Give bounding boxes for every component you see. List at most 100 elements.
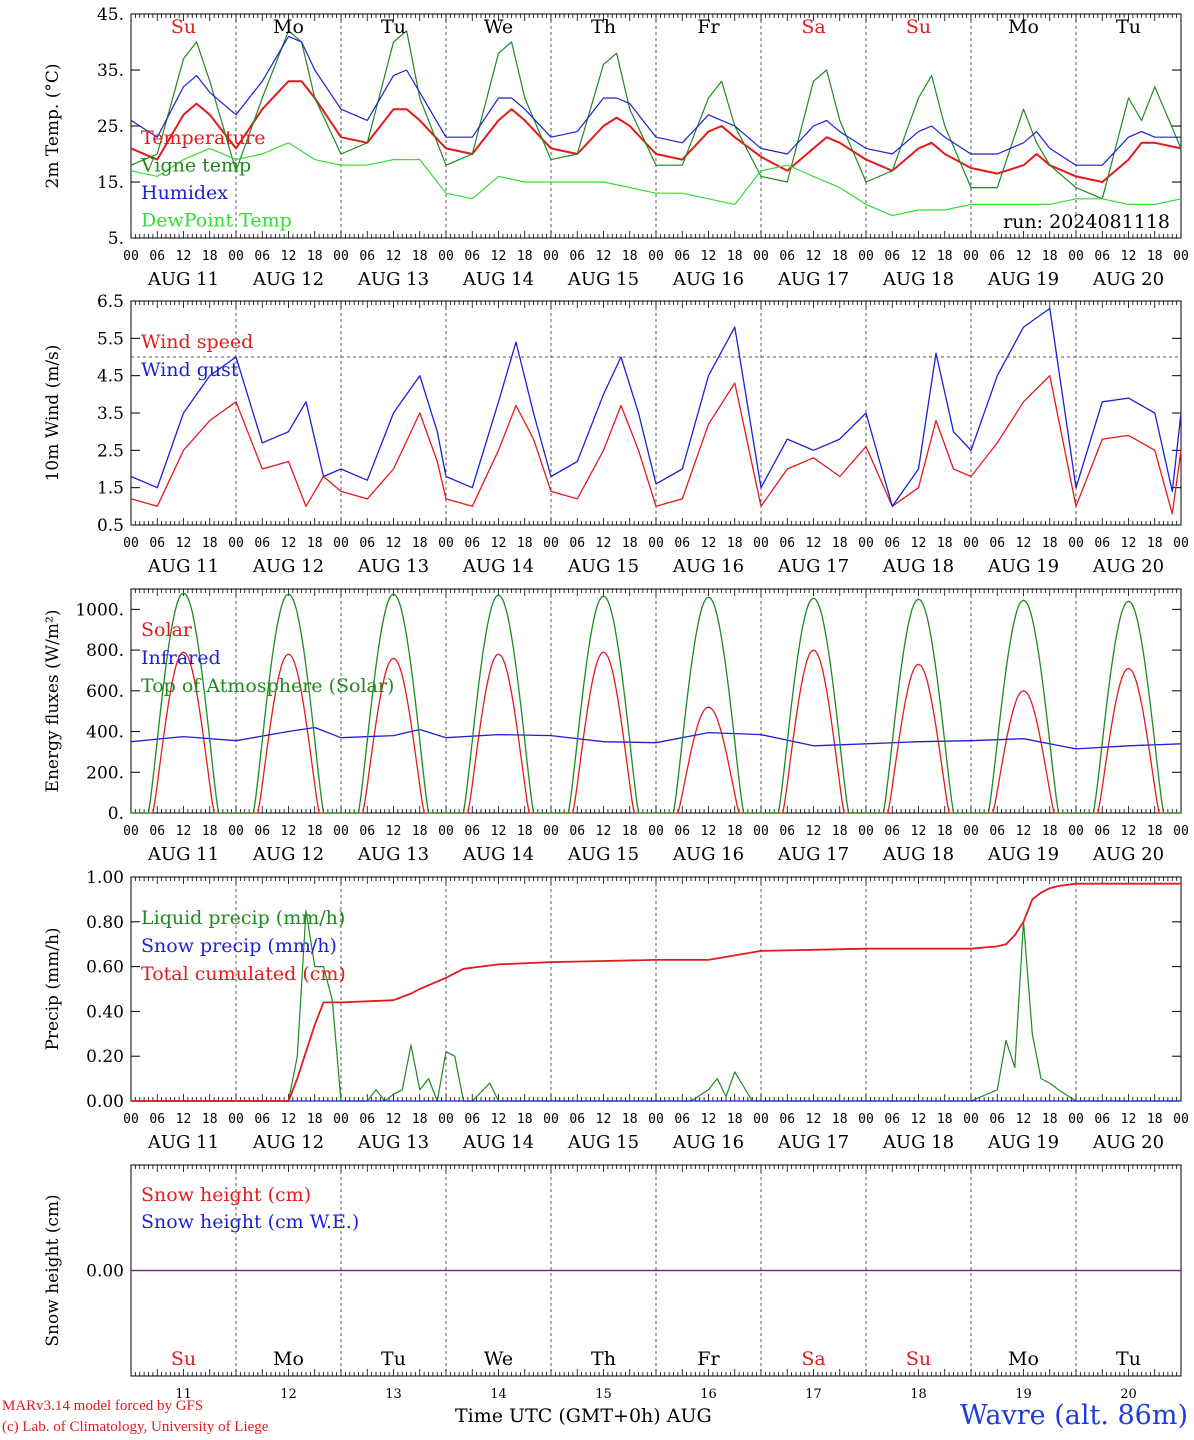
x-hour-label: 12 (1121, 1112, 1137, 1127)
series-line (131, 592, 1181, 814)
y-tick-label: 0.60 (86, 958, 124, 978)
x-date-label: AUG 15 (567, 844, 639, 865)
y-tick-label: 1.5 (97, 479, 124, 499)
day-name-top: Su (906, 16, 931, 38)
x-date-label: AUG 12 (252, 269, 324, 290)
x-hour-label: 18 (1147, 536, 1163, 551)
x-hour-label: 00 (1068, 536, 1084, 551)
x-date-label: AUG 19 (987, 1132, 1059, 1153)
x-date-label: AUG 17 (777, 556, 849, 577)
x-hour-label: 12 (176, 824, 192, 839)
x-hour-label: 12 (596, 249, 612, 264)
series-line (130, 726, 1182, 750)
x-hour-label: 00 (1173, 1112, 1189, 1127)
x-hour-label: 12 (1121, 536, 1137, 551)
x-hour-label: 00 (543, 1112, 559, 1127)
x-hour-label: 12 (806, 536, 822, 551)
x-hour-label: 12 (806, 824, 822, 839)
x-hour-label: 18 (202, 1112, 218, 1127)
x-hour-label: 12 (701, 249, 717, 264)
series-line (130, 142, 1182, 217)
x-hour-label: 18 (307, 536, 323, 551)
day-number: 18 (910, 1387, 927, 1402)
y-tick-label: 5.5 (97, 329, 124, 349)
legend-entry: Infrared (141, 647, 221, 669)
x-date-label: AUG 14 (462, 1132, 534, 1153)
y-axis-title: Energy fluxes (W/m²) (43, 610, 63, 793)
day-number: 20 (1120, 1387, 1137, 1402)
x-hour-label: 18 (727, 1112, 743, 1127)
series-line (131, 882, 1181, 1102)
x-date-label: AUG 14 (462, 556, 534, 577)
x-date-label: AUG 16 (672, 844, 744, 865)
x-hour-label: 12 (281, 824, 297, 839)
x-hour-label: 18 (517, 249, 533, 264)
day-name-bottom: Mo (273, 1348, 304, 1370)
x-hour-label: 12 (386, 536, 402, 551)
y-tick-label: 0. (108, 804, 124, 824)
x-hour-label: 00 (1173, 536, 1189, 551)
x-hour-label: 00 (963, 249, 979, 264)
legend-entry: Solar (141, 619, 193, 641)
y-tick-label: 0.80 (86, 913, 124, 933)
y-tick-label: 1.00 (86, 868, 124, 888)
day-number: 17 (805, 1387, 822, 1402)
x-hour-label: 18 (202, 249, 218, 264)
x-hour-label: 06 (989, 249, 1005, 264)
x-hour-label: 06 (1094, 824, 1110, 839)
x-hour-label: 00 (963, 824, 979, 839)
station-name: Wavre (alt. 86m) (960, 1400, 1188, 1431)
x-hour-label: 06 (884, 249, 900, 264)
x-hour-label: 00 (1068, 1112, 1084, 1127)
x-hour-label: 12 (701, 824, 717, 839)
x-hour-label: 18 (1147, 824, 1163, 839)
day-name-bottom: Tu (1116, 1348, 1141, 1370)
x-hour-label: 06 (779, 824, 795, 839)
x-date-label: AUG 16 (672, 269, 744, 290)
legend-entry: Wind speed (141, 331, 253, 353)
x-date-label: AUG 13 (357, 556, 429, 577)
x-date-label: AUG 18 (882, 844, 954, 865)
y-tick-label: 200. (86, 763, 124, 783)
x-hour-label: 00 (438, 536, 454, 551)
x-hour-label: 00 (1068, 249, 1084, 264)
x-hour-label: 12 (281, 249, 297, 264)
x-hour-label: 00 (228, 249, 244, 264)
x-hour-label: 12 (701, 536, 717, 551)
x-date-label: AUG 15 (567, 556, 639, 577)
x-hour-label: 18 (1042, 249, 1058, 264)
day-number: 13 (385, 1387, 402, 1402)
x-date-label: AUG 12 (252, 844, 324, 865)
day-name-bottom: Th (591, 1348, 616, 1370)
x-hour-label: 00 (333, 1112, 349, 1127)
y-tick-label: 5. (108, 229, 124, 249)
y-tick-label: 0.5 (97, 516, 124, 536)
x-hour-label: 18 (832, 1112, 848, 1127)
x-hour-label: 06 (989, 536, 1005, 551)
x-hour-label: 00 (753, 249, 769, 264)
x-hour-label: 06 (674, 249, 690, 264)
x-hour-label: 18 (202, 824, 218, 839)
x-hour-label: 06 (464, 1112, 480, 1127)
y-tick-label: 35. (97, 61, 124, 81)
x-hour-label: 18 (832, 249, 848, 264)
x-hour-label: 00 (963, 536, 979, 551)
x-date-label: AUG 11 (147, 556, 219, 577)
x-hour-label: 18 (307, 249, 323, 264)
day-name-bottom: We (484, 1348, 513, 1370)
x-hour-label: 18 (832, 536, 848, 551)
y-tick-label: 0.00 (86, 1092, 124, 1112)
model-credit: MARv3.14 model forced by GFS (2, 1398, 204, 1414)
x-hour-label: 12 (491, 536, 507, 551)
x-hour-label: 00 (1173, 249, 1189, 264)
x-hour-label: 06 (569, 824, 585, 839)
x-hour-label: 18 (412, 536, 428, 551)
x-hour-label: 18 (727, 824, 743, 839)
x-hour-label: 00 (333, 249, 349, 264)
x-hour-label: 00 (123, 1112, 139, 1127)
x-hour-label: 18 (622, 824, 638, 839)
day-name-top: Mo (1008, 16, 1039, 38)
y-axis-title: Snow height (cm) (43, 1194, 63, 1346)
x-hour-label: 18 (1042, 1112, 1058, 1127)
